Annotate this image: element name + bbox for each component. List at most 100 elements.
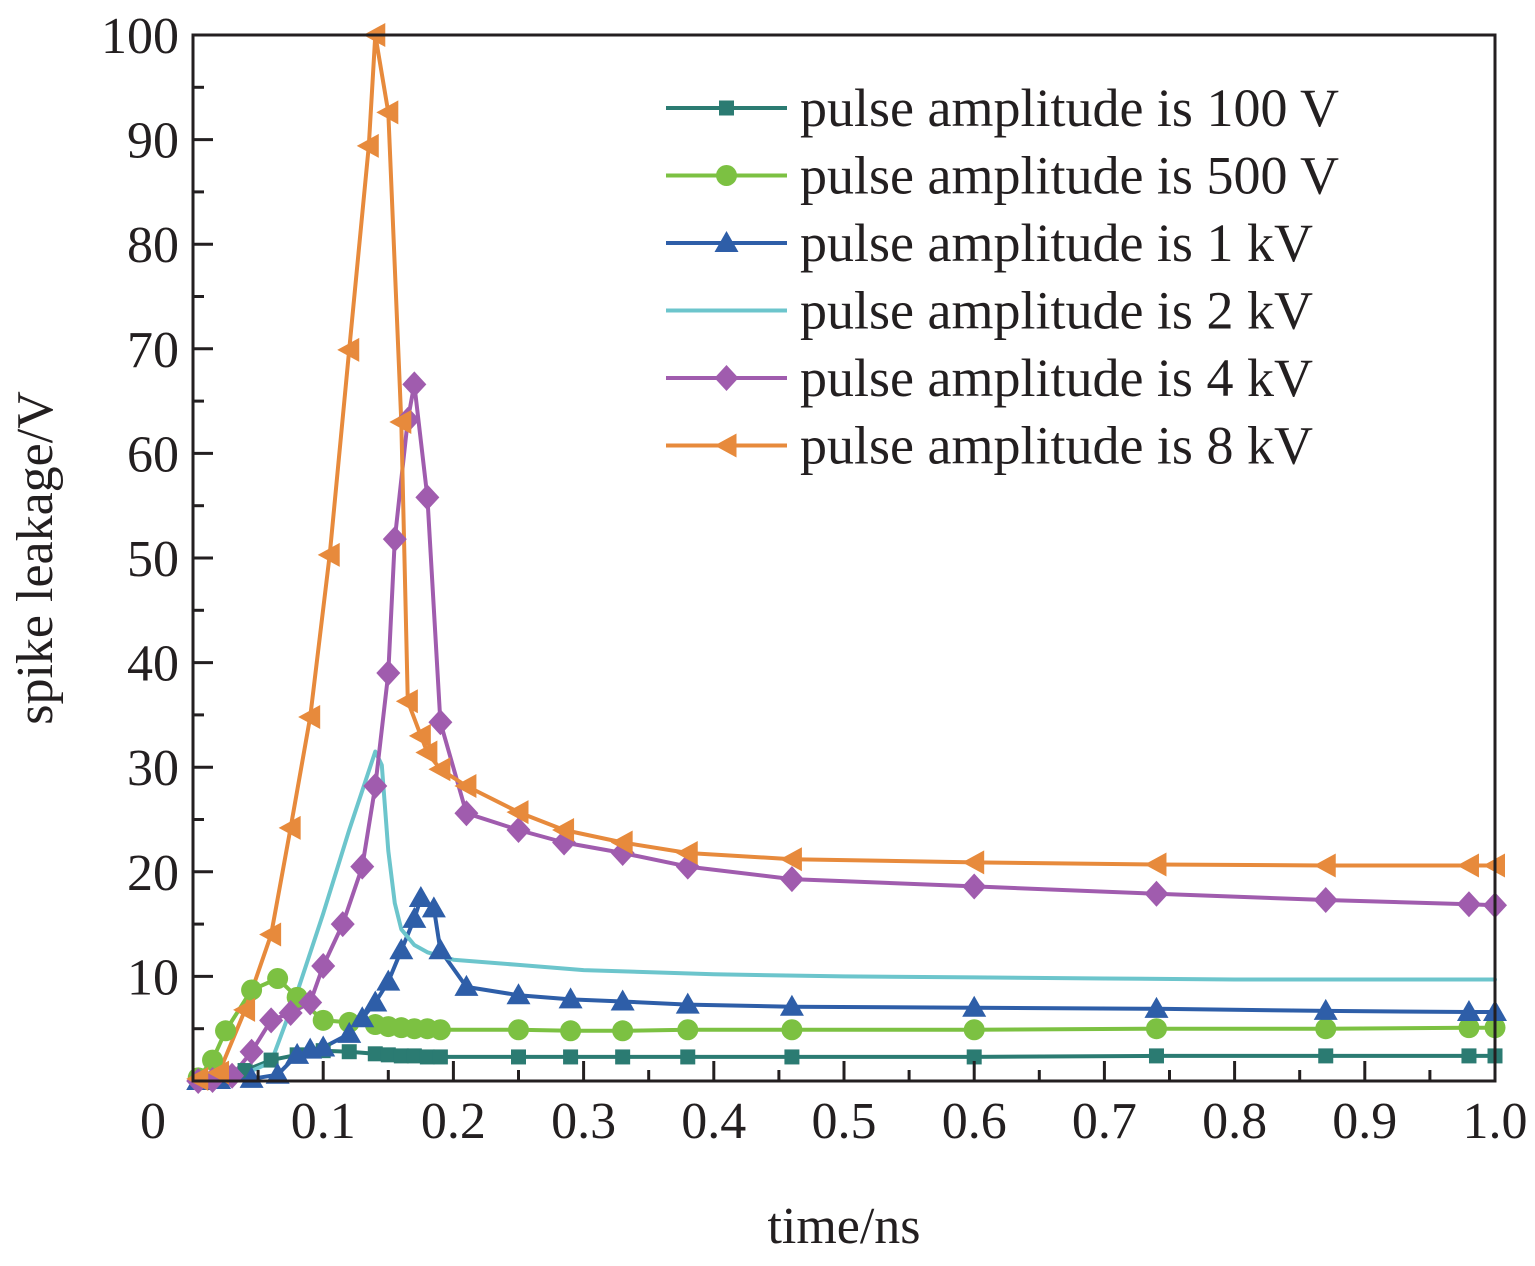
x-tick-label: 0.6 bbox=[942, 1093, 1007, 1150]
data-point-series-3 bbox=[506, 983, 531, 1005]
data-point-series-3 bbox=[1144, 996, 1169, 1018]
data-point-series-5 bbox=[1313, 887, 1338, 914]
data-point-series-1 bbox=[432, 1049, 448, 1065]
data-point-series-3 bbox=[421, 896, 446, 918]
data-point-series-6 bbox=[207, 1060, 230, 1085]
series-markers bbox=[186, 23, 1507, 1094]
data-point-series-1 bbox=[563, 1049, 579, 1065]
data-point-series-5 bbox=[415, 484, 440, 511]
data-point-series-3 bbox=[1456, 999, 1481, 1021]
legend-label: pulse amplitude is 2 kV bbox=[800, 281, 1313, 341]
x-tick-label: 0.1 bbox=[291, 1093, 356, 1150]
data-point-series-3 bbox=[311, 1035, 336, 1057]
data-point-series-1 bbox=[419, 1049, 435, 1065]
data-point-series-5 bbox=[454, 800, 479, 827]
data-point-series-5 bbox=[350, 853, 375, 880]
data-point-series-5 bbox=[259, 1007, 284, 1034]
data-point-series-3 bbox=[675, 992, 700, 1014]
data-point-series-6 bbox=[610, 830, 633, 855]
data-point-series-5 bbox=[376, 660, 401, 687]
data-point-series-3 bbox=[389, 938, 414, 960]
data-point-series-2 bbox=[267, 967, 289, 989]
x-tick-label: 0.8 bbox=[1202, 1093, 1267, 1150]
data-point-series-6 bbox=[454, 774, 477, 799]
x-axis-title: time/ns bbox=[767, 1198, 920, 1255]
data-point-series-6 bbox=[395, 689, 418, 714]
data-point-series-2 bbox=[612, 1020, 634, 1042]
data-point-series-2 bbox=[781, 1019, 803, 1041]
data-point-series-1 bbox=[380, 1047, 396, 1063]
data-point-series-6 bbox=[186, 1066, 209, 1091]
data-point-series-2 bbox=[560, 1020, 582, 1042]
data-point-series-1 bbox=[1461, 1048, 1477, 1064]
data-point-series-6 bbox=[233, 997, 256, 1022]
y-tick-label: 30 bbox=[127, 740, 179, 797]
data-point-series-3 bbox=[363, 990, 388, 1012]
data-point-series-1 bbox=[1318, 1048, 1334, 1064]
legend-label: pulse amplitude is 500 V bbox=[800, 146, 1339, 206]
y-axis-ticks: 10 20 30 40 50 60 70 80 90 100 bbox=[101, 8, 213, 1031]
data-point-series-1 bbox=[367, 1046, 383, 1062]
data-point-series-5 bbox=[363, 773, 388, 800]
data-point-series-5 bbox=[962, 873, 987, 900]
data-point-series-5 bbox=[239, 1038, 264, 1065]
x-tick-label: 0.5 bbox=[812, 1093, 877, 1150]
data-point-series-5 bbox=[1144, 880, 1169, 907]
data-point-series-3 bbox=[408, 885, 433, 907]
data-point-series-5 bbox=[382, 526, 407, 553]
x-tick-label: 0.4 bbox=[681, 1093, 746, 1150]
data-point-series-2 bbox=[429, 1019, 451, 1041]
data-point-series-6 bbox=[779, 847, 802, 872]
data-point-series-1 bbox=[263, 1052, 279, 1068]
data-point-series-6 bbox=[337, 337, 360, 362]
data-point-series-2 bbox=[215, 1020, 237, 1042]
legend-marker bbox=[714, 433, 737, 458]
legend-marker bbox=[714, 231, 739, 252]
data-point-series-5 bbox=[278, 1000, 303, 1027]
legend-marker bbox=[714, 365, 739, 391]
x-tick-label: 0.9 bbox=[1332, 1093, 1397, 1150]
data-point-series-3 bbox=[962, 995, 987, 1017]
y-tick-label: 40 bbox=[127, 636, 179, 693]
data-point-series-5 bbox=[402, 371, 427, 398]
data-point-series-6 bbox=[552, 817, 575, 842]
x-tick-label: 0.2 bbox=[421, 1093, 486, 1150]
data-point-series-6 bbox=[376, 100, 399, 125]
data-point-series-5 bbox=[779, 866, 804, 893]
data-point-series-1 bbox=[784, 1049, 800, 1065]
legend-label: pulse amplitude is 4 kV bbox=[800, 348, 1313, 408]
x-tick-label: 0.7 bbox=[1072, 1093, 1137, 1150]
legend-marker bbox=[716, 165, 737, 186]
data-point-series-6 bbox=[389, 410, 412, 435]
data-point-series-6 bbox=[1456, 853, 1479, 878]
y-tick-label: 50 bbox=[127, 531, 179, 588]
data-point-series-3 bbox=[239, 1066, 264, 1088]
data-point-series-1 bbox=[393, 1048, 409, 1064]
y-tick-label: 10 bbox=[127, 949, 179, 1006]
data-point-series-1 bbox=[406, 1048, 422, 1064]
legend-label: pulse amplitude is 100 V bbox=[800, 78, 1339, 138]
data-point-series-6 bbox=[298, 704, 321, 729]
data-point-series-3 bbox=[779, 994, 804, 1016]
y-tick-label: 80 bbox=[127, 217, 179, 274]
y-tick-label: 60 bbox=[127, 426, 179, 483]
series-line-5 bbox=[196, 382, 1497, 1083]
data-point-series-3 bbox=[265, 1062, 290, 1084]
data-point-series-1 bbox=[341, 1044, 357, 1060]
data-point-series-3 bbox=[1313, 998, 1338, 1020]
data-point-series-5 bbox=[1456, 891, 1481, 918]
data-point-series-1 bbox=[615, 1049, 631, 1065]
data-point-series-3 bbox=[610, 989, 635, 1011]
y-tick-label: 70 bbox=[127, 322, 179, 379]
data-point-series-3 bbox=[350, 1006, 375, 1028]
data-point-series-6 bbox=[259, 922, 282, 947]
data-point-series-6 bbox=[356, 133, 379, 158]
data-point-series-6 bbox=[1313, 853, 1336, 878]
data-point-series-6 bbox=[408, 723, 431, 748]
data-point-series-6 bbox=[962, 850, 985, 875]
data-point-series-2 bbox=[312, 1009, 334, 1031]
x-tick-label: 0 bbox=[140, 1093, 166, 1150]
data-point-series-2 bbox=[963, 1019, 985, 1041]
legend-label: pulse amplitude is 8 kV bbox=[800, 416, 1313, 476]
data-point-series-6 bbox=[675, 840, 698, 865]
